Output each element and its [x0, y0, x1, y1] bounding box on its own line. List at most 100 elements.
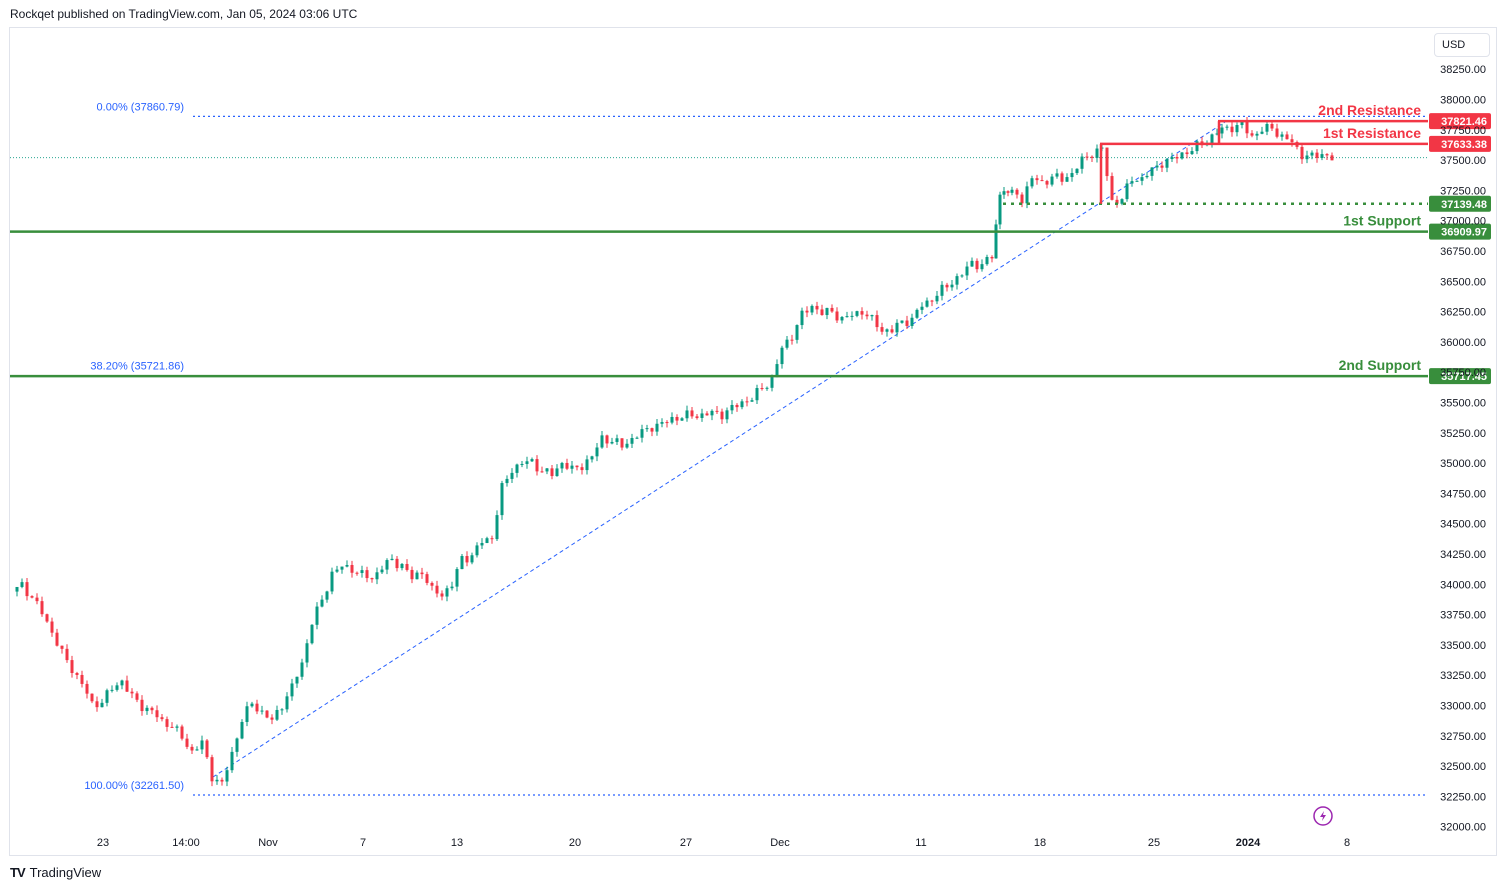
publisher-header: Rockqet published on TradingView.com, Ja…: [10, 7, 358, 21]
chart-frame: [9, 27, 1497, 856]
price-tag-label: 37821.46: [1441, 116, 1487, 128]
candle-body: [135, 693, 139, 700]
price-tick-label: 36750.00: [1440, 246, 1486, 258]
candle-body: [1075, 168, 1079, 174]
price-tick-label: 32000.00: [1440, 822, 1486, 834]
candle-body: [925, 300, 929, 307]
price-tag-label: 35717.45: [1441, 371, 1487, 383]
price-tag-box: [1429, 368, 1491, 385]
price-tick-label: 36250.00: [1440, 307, 1486, 319]
candle-body: [1065, 177, 1069, 182]
price-tick-label: 34750.00: [1440, 488, 1486, 500]
candle-body: [400, 563, 404, 569]
candle-body: [1002, 191, 1006, 195]
time-tick-label: 25: [1148, 837, 1160, 849]
candle-body: [695, 416, 699, 418]
price-tick-label: 33000.00: [1440, 701, 1486, 713]
lightning-icon[interactable]: [1313, 806, 1333, 826]
candle-body: [290, 683, 294, 697]
candle-body: [950, 284, 954, 288]
price-tick-label: 32250.00: [1440, 791, 1486, 803]
candle-body: [725, 410, 729, 420]
candle-body: [1220, 127, 1224, 134]
candle-body: [155, 710, 159, 718]
candle-body: [1230, 126, 1234, 133]
candle-body: [750, 400, 754, 402]
candle-body: [235, 738, 239, 752]
candle-body: [265, 710, 269, 718]
level-name-label: 1st Resistance: [1323, 125, 1421, 141]
candle-body: [755, 388, 759, 401]
candle-body: [415, 572, 419, 580]
candle-body: [860, 311, 864, 315]
candle-body: [350, 565, 354, 573]
candle-body: [1050, 176, 1054, 185]
candle-body: [1155, 165, 1159, 168]
candle-body: [930, 300, 934, 302]
candle-body: [1185, 152, 1189, 155]
level-name-label: 1st Support: [1343, 213, 1421, 229]
candle-body: [25, 582, 29, 597]
fib-level-label: 38.20% (35721.86): [90, 361, 184, 373]
candle-body: [1210, 134, 1214, 144]
candle-body: [1010, 189, 1014, 193]
candle-body: [105, 690, 109, 703]
price-tick-label: 34500.00: [1440, 519, 1486, 531]
time-tick-label: 27: [680, 837, 692, 849]
candle-body: [640, 429, 644, 438]
candle-body: [1245, 121, 1249, 134]
candle-body: [1140, 177, 1144, 181]
price-tick-label: 35250.00: [1440, 428, 1486, 440]
candle-body: [975, 260, 979, 270]
time-tick-label: 23: [97, 837, 109, 849]
price-tag-box: [1429, 113, 1491, 130]
price-tag-label: 36909.97: [1441, 227, 1487, 239]
candle-body: [1160, 165, 1164, 168]
candle-body: [630, 438, 634, 444]
candle-body: [325, 591, 329, 600]
candle-body: [315, 606, 319, 625]
candle-body: [1120, 199, 1124, 204]
candle-body: [795, 325, 799, 340]
candle-body: [830, 307, 834, 312]
candle-body: [515, 464, 519, 473]
candle-body: [735, 404, 739, 408]
currency-button[interactable]: USD: [1434, 33, 1490, 57]
candle-body: [1020, 194, 1024, 204]
price-tag-label: 37633.38: [1441, 139, 1487, 151]
price-tick-label: 37000.00: [1440, 216, 1486, 228]
candle-body: [650, 428, 654, 432]
candle-body: [355, 572, 359, 574]
candle-body: [990, 256, 994, 259]
candle-body: [1240, 121, 1244, 126]
candle-body: [535, 459, 539, 472]
candle-body: [840, 317, 844, 321]
candle-body: [255, 703, 259, 712]
candle-body: [1095, 148, 1099, 158]
candle-body: [1125, 183, 1129, 200]
candle-body: [935, 295, 939, 302]
candle-body: [295, 676, 299, 684]
candle-body: [385, 560, 389, 570]
candle-body: [95, 701, 99, 708]
candle-body: [715, 410, 719, 412]
candle-body: [800, 310, 804, 326]
candle-body: [790, 339, 794, 341]
time-tick-label: 2024: [1236, 837, 1261, 849]
candle-body: [70, 660, 74, 674]
candle-body: [425, 574, 429, 583]
candle-body: [1150, 167, 1154, 176]
candle-body: [20, 582, 24, 587]
candle-body: [195, 749, 199, 751]
candle-body: [670, 416, 674, 423]
support-resistance-levels: 2nd Resistance 37821.46 1st Resistance 3763…: [10, 102, 1491, 385]
candle-body: [430, 582, 434, 586]
candle-body: [865, 314, 869, 317]
candle-body: [345, 565, 349, 567]
candle-body: [310, 624, 314, 644]
candle-body: [915, 309, 919, 318]
footer-brand: TradingView: [29, 865, 102, 880]
candle-body: [340, 566, 344, 570]
candle-body: [455, 569, 459, 587]
